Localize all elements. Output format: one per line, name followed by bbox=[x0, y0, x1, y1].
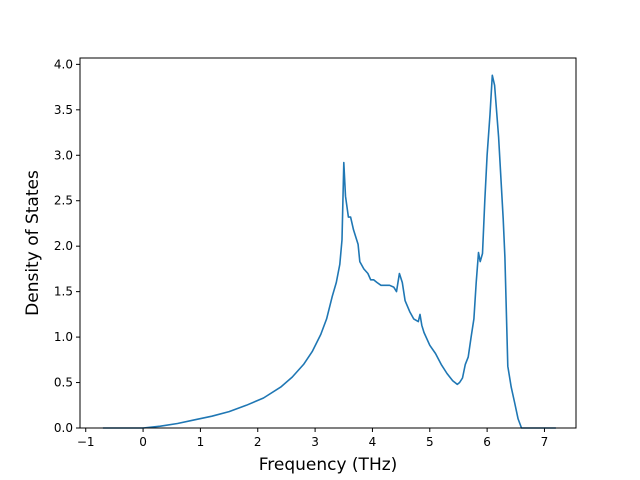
x-tick-label: 3 bbox=[311, 435, 319, 449]
y-axis-label: Density of States bbox=[23, 170, 43, 316]
x-tick-label: −1 bbox=[77, 435, 95, 449]
y-axis-ticks: 0.0 0.5 1.0 1.5 2.0 2.5 3.0 3.5 4.0 bbox=[54, 57, 80, 435]
x-axis-label: Frequency (THz) bbox=[259, 455, 398, 475]
y-tick-label: 3.0 bbox=[54, 148, 73, 162]
plot-frame bbox=[79, 57, 577, 429]
y-tick-label: 0.0 bbox=[54, 421, 73, 435]
y-tick-label: 2.0 bbox=[54, 239, 73, 253]
plot-area bbox=[80, 58, 576, 428]
series-line bbox=[102, 74, 556, 429]
y-tick-label: 0.5 bbox=[54, 376, 73, 390]
y-tick-label: 1.5 bbox=[54, 285, 73, 299]
x-axis-ticks: −1 0 1 2 3 4 5 6 7 bbox=[77, 428, 548, 449]
y-tick-label: 4.0 bbox=[54, 57, 73, 71]
y-tick-label: 1.0 bbox=[54, 330, 73, 344]
x-tick-label: 6 bbox=[483, 435, 491, 449]
x-tick-label: 1 bbox=[197, 435, 205, 449]
y-tick-label: 2.5 bbox=[54, 194, 73, 208]
x-tick-label: 5 bbox=[426, 435, 434, 449]
y-tick-label: 3.5 bbox=[54, 103, 73, 117]
x-tick-label: 4 bbox=[369, 435, 377, 449]
x-tick-label: 2 bbox=[254, 435, 262, 449]
x-tick-label: 7 bbox=[541, 435, 549, 449]
x-tick-label: 0 bbox=[139, 435, 147, 449]
